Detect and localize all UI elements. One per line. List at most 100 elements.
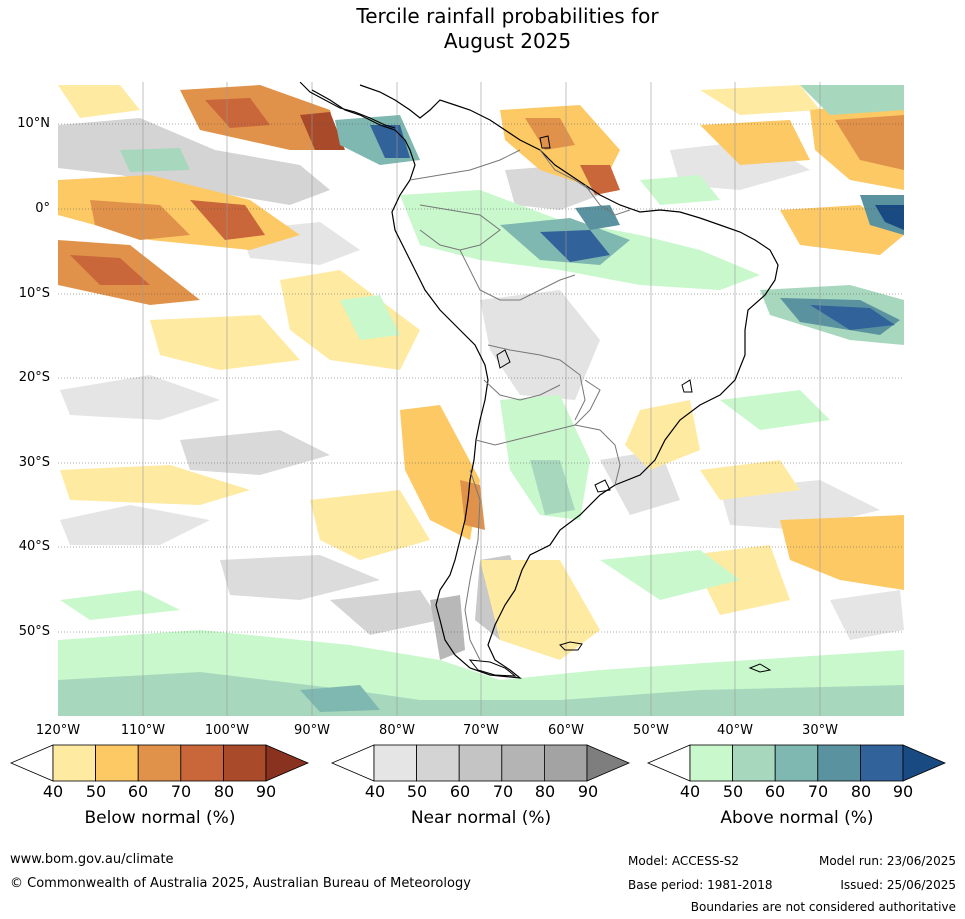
below-normal-patch <box>58 85 140 118</box>
above-normal-patch <box>640 175 720 205</box>
below-normal-patch <box>700 460 800 500</box>
below-normal-patch <box>525 118 575 150</box>
model-name: Model: ACCESS-S2 <box>628 854 740 868</box>
below-tick-60: 60 <box>127 782 149 801</box>
map-title-line2: August 2025 <box>443 29 572 53</box>
lat-label-10n: 10°N <box>17 116 50 131</box>
near-normal-patch <box>830 590 904 640</box>
website-link[interactable]: www.bom.gov.au/climate <box>10 852 174 867</box>
near-normal-colorbar-min-extend <box>330 744 375 782</box>
above-normal-patch <box>810 305 895 330</box>
lon-label-110w: 110°W <box>120 723 166 738</box>
lon-label-60w: 60°W <box>548 723 584 738</box>
below-normal-patch <box>150 315 300 370</box>
below-normal-colorbar-min-extend <box>9 744 54 782</box>
near-normal-colorbar-segment <box>501 744 545 782</box>
below-normal-patch <box>780 515 904 590</box>
above-normal-colorbar-min-extend <box>646 744 691 782</box>
base-period: Base period: 1981-2018 <box>628 878 773 892</box>
below-normal-colorbar-segment <box>137 744 182 782</box>
above-tick-50: 50 <box>722 782 744 801</box>
meridians <box>142 82 821 716</box>
above-tick-90: 90 <box>892 782 914 801</box>
above-normal-patch <box>875 205 904 230</box>
lon-label-40w: 40°W <box>717 723 753 738</box>
below-normal-colorbar <box>9 744 310 782</box>
above-tick-60: 60 <box>764 782 786 801</box>
above-normal-patch <box>530 460 575 515</box>
near-normal-patch <box>180 430 330 475</box>
near-normal-patch <box>480 290 600 400</box>
above-tick-70: 70 <box>807 782 829 801</box>
below-normal-patch <box>700 120 810 165</box>
below-normal-patch <box>625 400 700 470</box>
near-normal-patch <box>58 118 330 205</box>
near-normal-title: Near normal (%) <box>410 808 552 828</box>
near-tick-60: 60 <box>449 782 471 801</box>
below-normal-colorbar-segment <box>180 744 224 782</box>
lat-label-40s: 40°S <box>18 539 50 554</box>
above-normal-colorbar-segment <box>689 744 733 782</box>
country-borders <box>409 149 631 661</box>
below-normal-patch <box>310 490 430 560</box>
above-normal-patch <box>340 295 400 340</box>
near-normal-colorbar-max-extend <box>586 744 631 782</box>
above-tick-80: 80 <box>850 782 872 801</box>
below-normal-patch <box>60 465 250 505</box>
above-normal-colorbar-segment <box>860 744 904 782</box>
above-normal-colorbar-segment <box>817 744 861 782</box>
copyright-text: © Commonwealth of Australia 2025, Austra… <box>10 876 471 891</box>
central-america-coastline <box>299 82 396 129</box>
below-tick-80: 80 <box>213 782 235 801</box>
lat-label-10s: 10°S <box>18 286 50 301</box>
lon-label-70w: 70°W <box>463 723 499 738</box>
above-normal-title: Above normal (%) <box>720 808 874 828</box>
near-tick-70: 70 <box>492 782 514 801</box>
above-normal-patch <box>540 230 610 262</box>
above-normal-patch <box>600 550 740 600</box>
below-normal-title: Below normal (%) <box>84 808 236 828</box>
below-normal-patch <box>700 85 820 115</box>
near-normal-colorbar-segment <box>458 744 503 782</box>
map-title-line1: Tercile rainfall probabilities for <box>356 4 659 28</box>
above-normal-colorbar-segment <box>774 744 819 782</box>
above-tick-40: 40 <box>679 782 701 801</box>
lakes <box>496 135 693 493</box>
lat-label-0: 0° <box>35 201 50 216</box>
below-normal-patch <box>90 200 190 240</box>
map-title: Tercile rainfall probabilities for Augus… <box>0 4 965 54</box>
near-normal-colorbar-segment <box>373 744 417 782</box>
below-normal-patch <box>205 98 270 128</box>
lon-label-90w: 90°W <box>294 723 330 738</box>
above-normal-patch <box>800 85 904 115</box>
lat-label-30s: 30°S <box>18 455 50 470</box>
above-normal-patch <box>370 125 410 158</box>
below-normal-regions <box>58 85 904 660</box>
below-normal-patch <box>190 200 265 240</box>
below-normal-colorbar-segment <box>222 744 267 782</box>
above-normal-patch <box>300 685 380 712</box>
issued-date: Issued: 25/06/2025 <box>840 878 956 892</box>
model-run-date: Model run: 23/06/2025 <box>818 854 956 868</box>
near-normal-colorbar-segment <box>544 744 588 782</box>
near-normal-patch <box>60 505 210 545</box>
lon-label-50w: 50°W <box>633 723 669 738</box>
near-normal-patch <box>430 595 465 660</box>
tierra-del-fuego <box>468 659 517 677</box>
lon-label-80w: 80°W <box>379 723 415 738</box>
falkland-islands <box>559 641 583 651</box>
above-normal-patch <box>58 672 904 716</box>
above-normal-colorbar-max-extend <box>902 744 947 782</box>
near-tick-90: 90 <box>577 782 599 801</box>
near-normal-colorbar-segment <box>416 744 460 782</box>
above-normal-patch <box>720 390 830 430</box>
lat-label-50s: 50°S <box>18 624 50 639</box>
above-normal-regions <box>58 85 904 716</box>
below-normal-colorbar-max-extend <box>265 744 310 782</box>
below-normal-patch <box>70 255 150 285</box>
below-normal-colorbar-segment <box>95 744 139 782</box>
near-tick-40: 40 <box>364 782 386 801</box>
south-georgia <box>748 663 772 673</box>
above-normal-colorbar-segment <box>732 744 776 782</box>
